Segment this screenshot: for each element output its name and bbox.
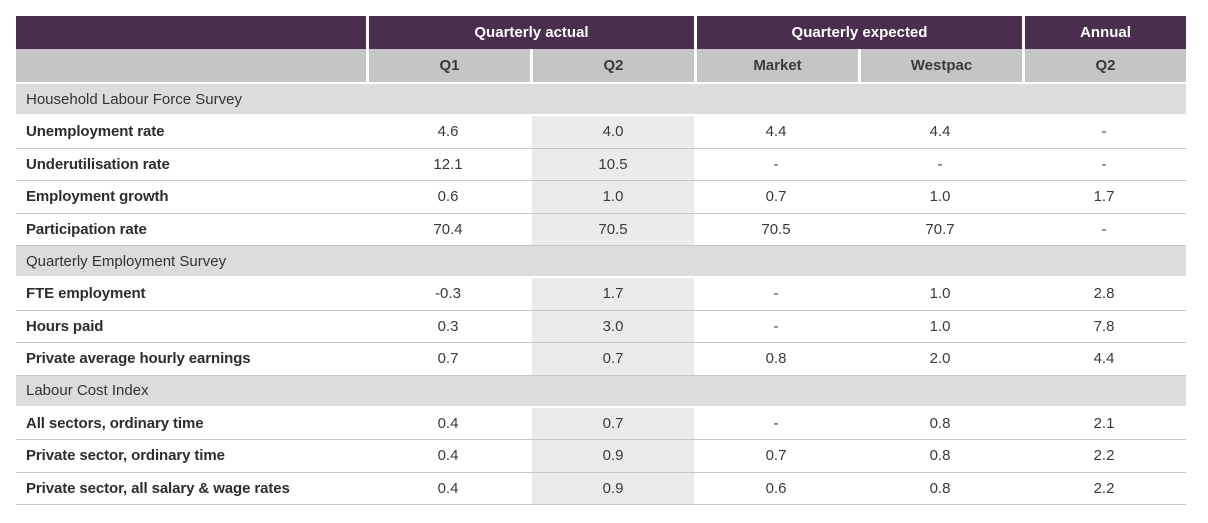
cell-value: 70.5	[694, 213, 858, 245]
table-row: Private sector, all salary & wage rates 0…	[16, 472, 1186, 505]
cell-value: 4.0	[530, 116, 694, 148]
cell-value: 4.4	[1022, 343, 1186, 375]
header-group-quarterly-expected: Quarterly expected	[694, 16, 1022, 49]
subheader-market: Market	[694, 49, 858, 82]
table-row: Employment growth 0.6 1.0 0.7 1.0 1.7	[16, 181, 1186, 214]
cell-value: 0.6	[694, 472, 858, 504]
subheader-q1: Q1	[366, 49, 530, 82]
table-row: Underutilisation rate 12.1 10.5- - -	[16, 148, 1186, 181]
subheader-q2: Q2	[530, 49, 694, 82]
subheader-westpac: Westpac	[858, 49, 1022, 82]
row-label: Participation rate	[16, 213, 366, 245]
table-row: Unemployment rate 4.6 4.0 4.4 4.4-	[16, 116, 1186, 149]
table-row: Private sector, ordinary time 0.4 0.9 0.7 0.…	[16, 440, 1186, 473]
table-row: FTE employment -0.3 1.7-1.0 2.8	[16, 278, 1186, 311]
subheader-empty-cell	[16, 49, 366, 82]
cell-value: 0.7	[530, 407, 694, 439]
subheader-annual-q2: Q2	[1022, 49, 1186, 82]
cell-value: 0.6	[366, 181, 530, 213]
row-label: Underutilisation rate	[16, 148, 366, 180]
cell-value: 2.1	[1022, 407, 1186, 439]
cell-value: 0.8	[858, 472, 1022, 504]
cell-value: 10.5	[530, 148, 694, 180]
header-group-annual: Annual	[1022, 16, 1186, 49]
cell-value: 12.1	[366, 148, 530, 180]
cell-value: 1.0	[530, 181, 694, 213]
cell-value: 70.4	[366, 213, 530, 245]
cell-value: 0.4	[366, 472, 530, 504]
cell-value: -	[694, 148, 858, 180]
cell-value: 2.2	[1022, 440, 1186, 472]
cell-value: 4.4	[694, 116, 858, 148]
row-label: Private sector, all salary & wage rates	[16, 472, 366, 504]
row-label: All sectors, ordinary time	[16, 407, 366, 439]
cell-value: 2.8	[1022, 278, 1186, 310]
header-group-quarterly-actual: Quarterly actual	[366, 16, 694, 49]
cell-value: 4.6	[366, 116, 530, 148]
table-header-group-row: Quarterly actual Quarterly expected Annu…	[16, 16, 1186, 49]
cell-value: 1.0	[858, 310, 1022, 342]
table-row: Hours paid 0.3 3.0-1.0 7.8	[16, 310, 1186, 343]
cell-value: -	[694, 407, 858, 439]
cell-value: -	[1022, 148, 1186, 180]
cell-value: -	[1022, 213, 1186, 245]
table-body: Household Labour Force Survey Unemploymen…	[16, 84, 1186, 505]
row-label: Private sector, ordinary time	[16, 440, 366, 472]
cell-value: 2.0	[858, 343, 1022, 375]
cell-value: -0.3	[366, 278, 530, 310]
cell-value: 3.0	[530, 310, 694, 342]
cell-value: 0.8	[858, 440, 1022, 472]
cell-value: 0.9	[530, 440, 694, 472]
cell-value: 0.4	[366, 407, 530, 439]
cell-value: 0.7	[530, 343, 694, 375]
cell-value: 0.4	[366, 440, 530, 472]
cell-value: 4.4	[858, 116, 1022, 148]
cell-value: 1.0	[858, 278, 1022, 310]
table-row: All sectors, ordinary time 0.4 0.7-0.8 2.1	[16, 407, 1186, 440]
cell-value: 0.9	[530, 472, 694, 504]
table-row: Participation rate 70.4 70.5 70.5 70.7-	[16, 213, 1186, 246]
cell-value: 0.3	[366, 310, 530, 342]
cell-value: 1.0	[858, 181, 1022, 213]
table-subheader-row: Q1 Q2 Market Westpac Q2	[16, 49, 1186, 84]
cell-value: 2.2	[1022, 472, 1186, 504]
cell-value: 7.8	[1022, 310, 1186, 342]
cell-value: 1.7	[1022, 181, 1186, 213]
cell-value: -	[858, 148, 1022, 180]
header-empty-cell	[16, 16, 366, 49]
cell-value: 0.8	[858, 407, 1022, 439]
economic-data-table: Quarterly actual Quarterly expected Annu…	[16, 16, 1186, 505]
row-label: Private average hourly earnings	[16, 343, 366, 375]
cell-value: -	[694, 278, 858, 310]
page: Quarterly actual Quarterly expected Annu…	[16, 16, 1186, 505]
section-header-row: Quarterly Employment Survey	[16, 246, 1186, 278]
section-header-row: Household Labour Force Survey	[16, 84, 1186, 116]
row-label: Employment growth	[16, 181, 366, 213]
row-label: Hours paid	[16, 310, 366, 342]
table-row: Private average hourly earnings 0.7 0.7 0.8…	[16, 343, 1186, 376]
section-header-row: Labour Cost Index	[16, 375, 1186, 408]
cell-value: 0.7	[694, 181, 858, 213]
cell-value: 0.7	[366, 343, 530, 375]
row-label: Unemployment rate	[16, 116, 366, 148]
cell-value: 0.7	[694, 440, 858, 472]
cell-value: -	[1022, 116, 1186, 148]
cell-value: 1.7	[530, 278, 694, 310]
cell-value: 70.5	[530, 213, 694, 245]
cell-value: 70.7	[858, 213, 1022, 245]
row-label: FTE employment	[16, 278, 366, 310]
cell-value: 0.8	[694, 343, 858, 375]
cell-value: -	[694, 310, 858, 342]
